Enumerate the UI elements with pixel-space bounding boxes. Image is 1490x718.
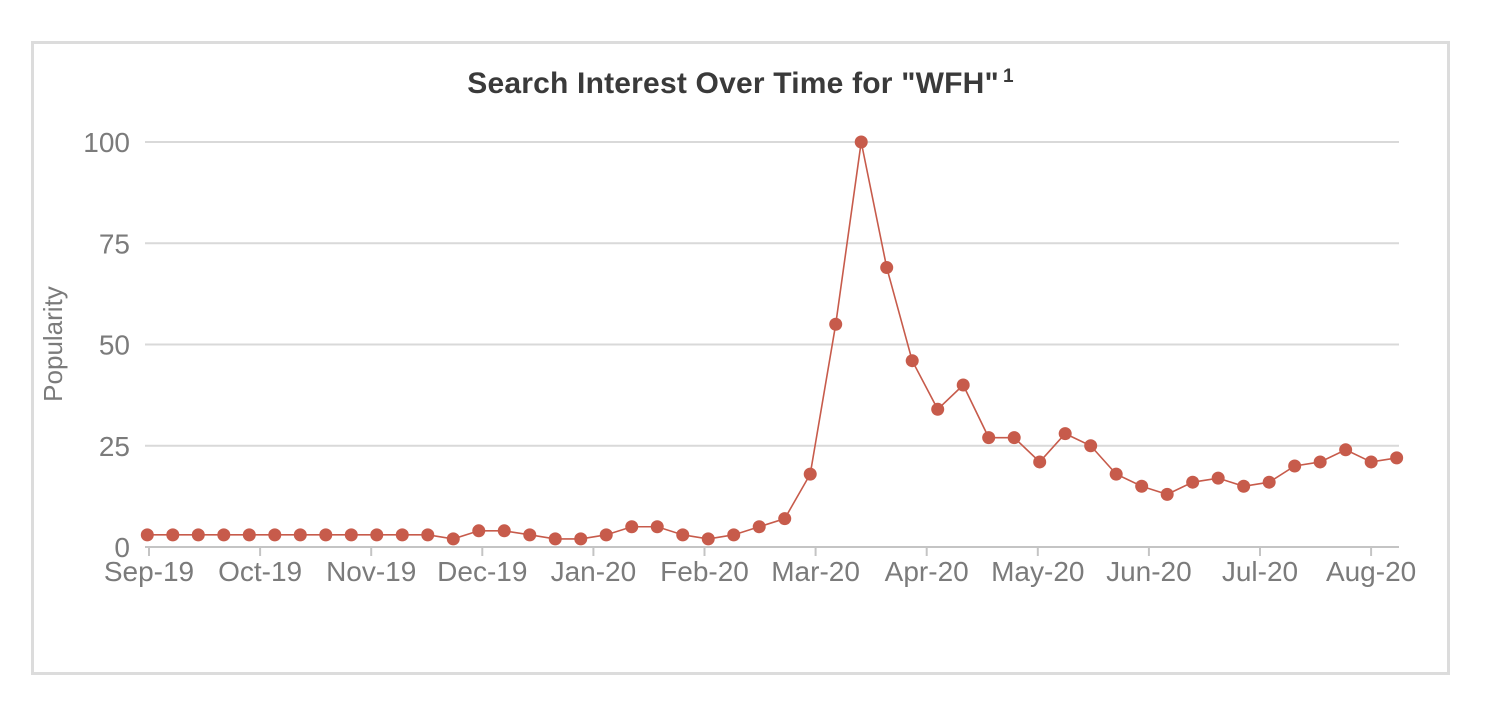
data-point <box>421 528 435 542</box>
data-point <box>140 528 154 542</box>
x-tick-label-Aug-20: Aug-20 <box>1326 556 1416 587</box>
data-point <box>982 431 996 445</box>
data-point <box>650 520 664 534</box>
data-point <box>395 528 409 542</box>
data-point <box>854 135 868 149</box>
data-point <box>905 354 919 368</box>
x-tick-label-Jun-20: Jun-20 <box>1106 556 1192 587</box>
series-line <box>147 141 1397 540</box>
data-point <box>523 528 537 542</box>
data-point <box>268 528 282 542</box>
data-point <box>1084 439 1098 453</box>
data-point <box>497 524 511 538</box>
x-tick-label-Dec-19: Dec-19 <box>437 556 527 587</box>
data-point <box>1390 451 1404 465</box>
data-point <box>1109 467 1123 481</box>
data-point <box>599 528 613 542</box>
x-tick-label-Feb-20: Feb-20 <box>660 556 749 587</box>
data-point <box>191 528 205 542</box>
chart-title: Search Interest Over Time for "WFH" 1 <box>32 66 1449 101</box>
x-tick-label-Sep-19: Sep-19 <box>104 556 194 587</box>
data-point <box>1135 479 1149 493</box>
data-point <box>1364 455 1378 469</box>
data-point <box>676 528 690 542</box>
data-point <box>1033 455 1047 469</box>
data-point <box>574 532 588 546</box>
y-tick-label-75: 75 <box>99 228 130 259</box>
data-point <box>931 402 945 416</box>
data-point <box>166 528 180 542</box>
data-point <box>752 520 766 534</box>
chart-title-text: Search Interest Over Time for "WFH" <box>467 67 999 100</box>
data-point <box>1058 427 1072 441</box>
data-point <box>829 317 843 331</box>
data-point <box>472 524 486 538</box>
data-point <box>344 528 358 542</box>
data-point <box>1288 459 1302 473</box>
chart-title-footnote-marker: 1 <box>1002 66 1014 87</box>
data-point <box>625 520 639 534</box>
x-tick-label-Jan-20: Jan-20 <box>551 556 637 587</box>
chart-frame <box>31 41 1450 675</box>
data-point <box>803 467 817 481</box>
data-point <box>446 532 460 546</box>
data-point <box>319 528 333 542</box>
data-point <box>217 528 231 542</box>
x-tick-label-Oct-19: Oct-19 <box>218 556 302 587</box>
data-point <box>370 528 384 542</box>
data-point <box>727 528 741 542</box>
data-point <box>880 261 894 275</box>
x-tick-label-Jul-20: Jul-20 <box>1222 556 1298 587</box>
data-point <box>956 378 970 392</box>
data-point <box>1339 443 1353 457</box>
data-point <box>293 528 307 542</box>
data-point <box>1237 479 1251 493</box>
data-point <box>548 532 562 546</box>
x-tick-label-Nov-19: Nov-19 <box>326 556 416 587</box>
y-tick-label-50: 50 <box>99 330 130 361</box>
data-point <box>1186 475 1200 489</box>
x-tick-label-Mar-20: Mar-20 <box>771 556 860 587</box>
data-point <box>1007 431 1021 445</box>
data-point <box>1211 471 1225 485</box>
y-tick-label-100: 100 <box>83 127 130 158</box>
x-tick-label-Apr-20: Apr-20 <box>885 556 969 587</box>
y-tick-label-25: 25 <box>99 431 130 462</box>
y-tick-label-0: 0 <box>114 532 130 563</box>
data-point <box>1262 475 1276 489</box>
data-point <box>701 532 715 546</box>
data-point <box>1313 455 1327 469</box>
data-point <box>778 512 792 526</box>
data-point <box>1160 487 1174 501</box>
x-tick-label-May-20: May-20 <box>991 556 1084 587</box>
data-point <box>242 528 256 542</box>
y-axis-title: Popularity <box>38 286 68 402</box>
